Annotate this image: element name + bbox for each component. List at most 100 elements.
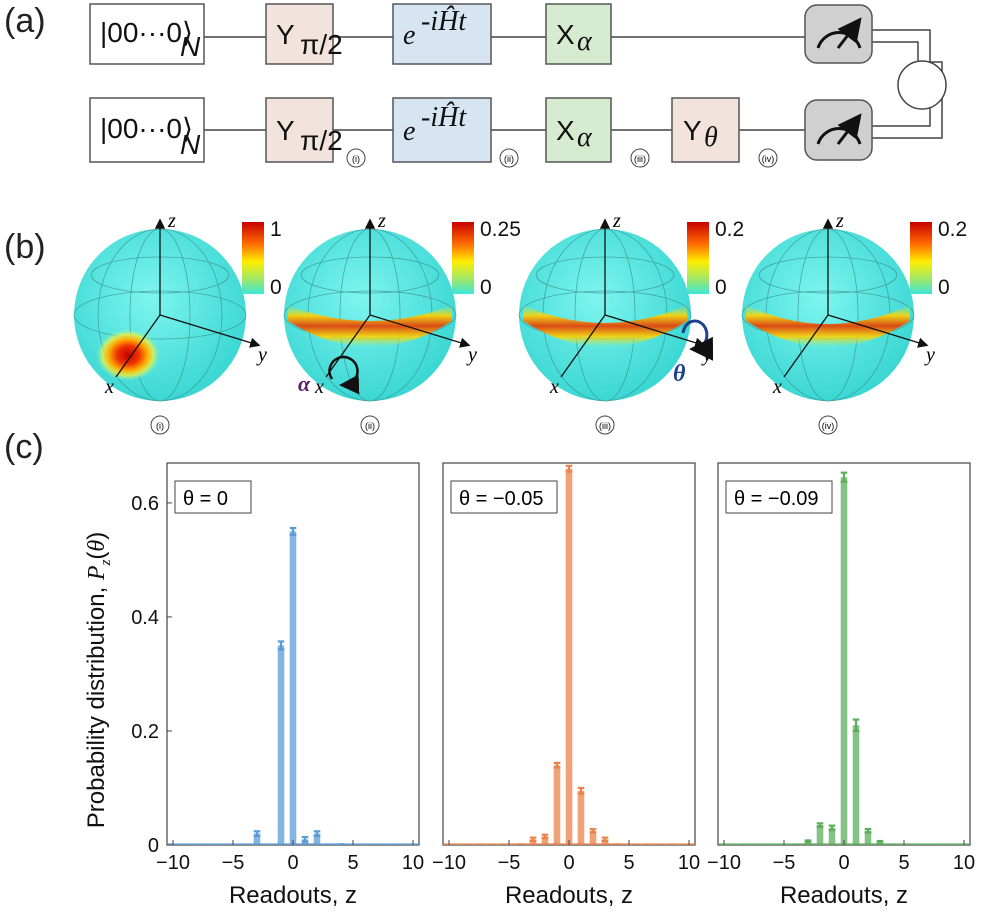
gate-y-half-pi-2: Y π/2 [265,97,343,163]
colorbar-min: 0 [938,276,950,299]
x-axis-label: Readouts, z [780,882,908,909]
bar [253,833,261,845]
y-tick-label: 0.6 [131,493,159,515]
x-tick-label: −5 [498,852,521,874]
y-axis-label-arg: ( [83,552,110,560]
stage-marker-3: (iii) [630,148,650,168]
axis-x-label: x [314,376,324,398]
chart-title-box: θ = 0 [174,480,252,514]
stage-marker-4-text: (iv) [762,154,775,164]
sphere-stage-marker-text: (ii) [365,421,375,431]
bar [577,790,585,845]
x-tick-label: 5 [623,852,634,874]
sphere-stage-marker-text: (iv) [822,421,835,431]
chart-title: θ = −0.09 [734,488,819,510]
x-axis-label: Readouts, z [229,882,357,909]
bar [840,477,848,845]
panel-label-b: (b) [4,228,46,266]
axis-y-label: y [256,344,267,366]
gate-ytheta-label: Y [683,115,702,146]
gate-evol-base: e [403,20,415,51]
state-ket-2: |00···0⟩ [100,113,193,144]
x-axis-label: Readouts, z [505,882,633,909]
sphere-stage-marker [150,415,170,435]
gate-y-half-pi: Y π/2 [265,3,343,65]
gate-evolution: e -iĤt [392,3,492,65]
gate-evol-exp-2: -iĤt [421,102,467,133]
colorbar [910,222,932,294]
bar [313,833,321,845]
sphere-4: z y x 0.2 0 (iv) [741,210,967,435]
quantum-circuit: |00···0⟩ N Y π/2 e -iĤt X α |00···0⟩ N [89,3,947,168]
y-axis-label-theta: θ [84,540,110,552]
sphere-stage-marker [360,415,380,435]
error-bar [804,839,812,844]
distribution-spot [96,329,160,381]
sphere-axes [115,218,261,378]
distribution-band [746,305,910,347]
distribution-band [523,305,687,347]
gate-x-label: X [556,19,575,50]
axis-z-label: z [612,210,621,232]
initial-state-box: |00···0⟩ N [89,3,205,65]
y-axis-label-close: ) [83,532,110,540]
x-tick-label: 0 [563,852,574,874]
error-bar [565,464,573,473]
y-axis-label-sub: z [98,559,114,566]
sphere-stage-marker-text: (iii) [599,421,611,431]
gate-y-theta: Y θ [671,97,740,163]
comparator-circle [897,60,947,110]
error-bar [277,640,285,651]
x-tick-label: 10 [678,852,700,874]
colorbar-max: 1 [270,218,282,241]
chart-3: −10 −5 0 5 10 θ = −0.09 Readouts, z [707,462,975,909]
colorbar-min: 0 [715,276,727,299]
sphere-axes [560,218,706,378]
colorbar-min: 0 [270,276,282,299]
sphere-stage-marker [818,415,838,435]
y-tick-label: 0.4 [131,607,159,629]
axis-z-label: z [835,210,844,232]
gate-y-bg [265,3,334,65]
panel-label-c: (c) [4,428,44,466]
gate-y-frac: π/2 [300,29,343,60]
error-bar [828,824,836,832]
error-bar [577,786,585,795]
gate-y-frac-2: π/2 [300,125,343,156]
x-tick-label: 5 [347,852,358,874]
error-bar [864,827,872,834]
meter-top [804,4,873,64]
chart-2: −10 −5 0 5 10 θ = −0.05 Readouts, z [432,462,700,909]
colorbar [452,222,474,294]
x-tick-label: 0 [287,852,298,874]
y-axis-label-symbol: P [84,565,110,581]
bar [589,830,597,845]
chart-title: θ = −0.05 [459,488,544,510]
axis-y-label: y [466,344,477,366]
bar [828,827,836,845]
y-tick-label: 0.2 [131,721,159,743]
axis-z-label: z [377,210,386,232]
sphere-stage-marker [595,415,615,435]
axis-x-label: x [104,376,114,398]
error-bar [589,827,597,834]
sphere-1: z y x 1 0 (i) [73,210,282,435]
gate-x-alpha: X α [545,3,612,65]
sphere-2: z y xα 0.25 0 (ii) [283,210,521,435]
colorbar-max: 0.25 [480,218,521,241]
x-tick-label: −5 [773,852,796,874]
bar [553,765,561,845]
x-tick-label: 10 [402,852,424,874]
stage-marker-4: (iv) [758,148,778,168]
meter-bottom [804,99,873,161]
annotation-theta: θ [673,361,686,387]
initial-state-box-2: |00···0⟩ N [89,97,205,163]
error-bar [852,718,860,733]
bar [864,830,872,845]
stage-marker-1: (i) [346,148,366,168]
gate-x-alpha-2: X α [545,97,612,163]
colorbar-max: 0.2 [938,218,967,241]
axis-z-label: z [167,210,176,232]
